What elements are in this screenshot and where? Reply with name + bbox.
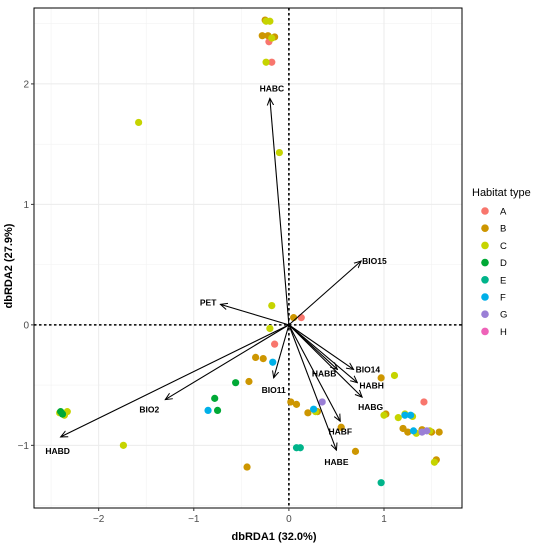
- legend-key-f: [481, 293, 489, 301]
- plot-area: HABC BIO15 PET BIO14 HABB HABH HABG HABF HABE BIO…: [33, 7, 463, 509]
- y-tick-label: 0: [23, 320, 29, 331]
- point-habitat-b: [292, 400, 301, 408]
- panel-border: [33, 7, 463, 509]
- vector-bio14: [288, 324, 354, 370]
- point-habitat-c: [390, 371, 399, 380]
- vector-label-habg: HABG: [358, 402, 383, 412]
- y-axis-title: dbRDA2 (27.9%): [3, 223, 15, 308]
- point-habitat-d: [211, 394, 219, 402]
- legend-label-a: A: [500, 207, 507, 218]
- legend-label-c: C: [500, 241, 507, 252]
- point-habitat-c: [430, 458, 439, 466]
- point-habitat-e: [296, 444, 304, 452]
- vector-bio11: [274, 324, 290, 378]
- legend-label-b: B: [500, 224, 506, 235]
- legend-key-c: [481, 241, 489, 250]
- axis-ticks: −2 −1 0 1 −1 0 1 2: [18, 79, 388, 525]
- vector-bio15: [288, 261, 361, 326]
- point-habitat-a: [268, 58, 276, 66]
- y-tick-label: 1: [23, 200, 29, 211]
- point-habitat-b: [435, 428, 443, 436]
- vector-label-pet: PET: [200, 297, 217, 307]
- legend-key-a: [481, 207, 489, 215]
- legend-label-e: E: [500, 275, 506, 286]
- vector-habe: [288, 324, 337, 450]
- vector-label-bio15: BIO15: [362, 256, 387, 266]
- point-habitat-c: [380, 411, 388, 419]
- point-habitat-c: [268, 34, 276, 42]
- point-habitat-b: [337, 423, 345, 431]
- point-habitat-b: [377, 374, 385, 382]
- y-tick-label: 2: [23, 79, 29, 90]
- point-habitat-f: [407, 411, 415, 419]
- point-habitat-a: [420, 398, 428, 406]
- point-habitat-g: [318, 398, 326, 406]
- point-habitat-f: [310, 405, 318, 413]
- vector-habf: [288, 324, 340, 421]
- point-habitat-b: [243, 463, 251, 471]
- x-tick-label: 0: [286, 514, 292, 525]
- legend-label-g: G: [500, 310, 507, 321]
- point-habitat-d: [58, 410, 67, 418]
- legend-key-h: [481, 327, 489, 336]
- vector-label-habd: HABD: [45, 446, 70, 456]
- vector-bio2: [165, 324, 290, 400]
- point-habitat-a: [271, 340, 279, 348]
- point-habitat-c: [262, 58, 270, 66]
- point-habitat-c: [119, 441, 128, 449]
- point-habitat-f: [204, 406, 212, 415]
- point-habitat-a: [297, 314, 305, 322]
- legend-title: Habitat type: [472, 187, 531, 199]
- vector-label-habh: HABH: [359, 381, 384, 391]
- point-habitat-f: [401, 411, 409, 419]
- point-habitat-b: [252, 353, 260, 361]
- legend-label-h: H: [500, 327, 507, 338]
- x-tick-label: −2: [93, 514, 105, 525]
- point-habitat-b: [404, 428, 412, 436]
- vector-label-bio14: BIO14: [356, 364, 381, 374]
- point-habitat-c: [262, 17, 270, 25]
- point-habitat-c: [266, 324, 274, 333]
- point-habitat-d: [213, 406, 222, 415]
- point-habitat-b: [245, 377, 253, 386]
- legend-label-f: F: [500, 293, 506, 304]
- legend-key-d: [481, 258, 489, 267]
- legend-key-e: [481, 276, 489, 284]
- legend-label-d: D: [500, 258, 507, 269]
- point-habitat-b: [304, 409, 312, 417]
- vector-habc: [270, 98, 290, 325]
- vector-label-habb: HABB: [312, 368, 337, 378]
- vector-habd: [61, 324, 290, 437]
- x-tick-label: 1: [381, 514, 387, 525]
- vector-label-bio11: BIO11: [262, 385, 286, 395]
- point-habitat-c: [394, 414, 402, 422]
- point-habitat-b: [287, 398, 295, 406]
- point-habitat-c: [135, 118, 143, 127]
- point-habitat-b: [259, 355, 267, 363]
- y-tick-label: −1: [18, 441, 30, 452]
- point-habitat-b: [351, 447, 360, 455]
- point-habitat-b: [258, 32, 266, 40]
- vector-habg: [288, 324, 362, 397]
- x-tick-label: −1: [188, 514, 200, 525]
- legend-key-g: [481, 310, 489, 319]
- vector-habh: [288, 324, 357, 383]
- point-habitat-c: [275, 148, 283, 157]
- point-habitat-g: [423, 427, 431, 435]
- vector-label-bio2: BIO2: [139, 405, 159, 415]
- vector-pet: [220, 304, 290, 326]
- point-habitat-e: [377, 479, 385, 487]
- legend-key-b: [481, 224, 489, 232]
- point-habitat-f: [409, 427, 418, 435]
- vector-label-habc: HABC: [260, 83, 285, 93]
- point-habitat-d: [232, 379, 240, 387]
- vector-label-habf: HABF: [328, 426, 352, 436]
- x-axis-title: dbRDA1 (32.0%): [232, 531, 317, 543]
- point-habitat-f: [269, 358, 277, 366]
- point-habitat-c: [268, 301, 276, 310]
- vector-label-habe: HABE: [324, 457, 348, 467]
